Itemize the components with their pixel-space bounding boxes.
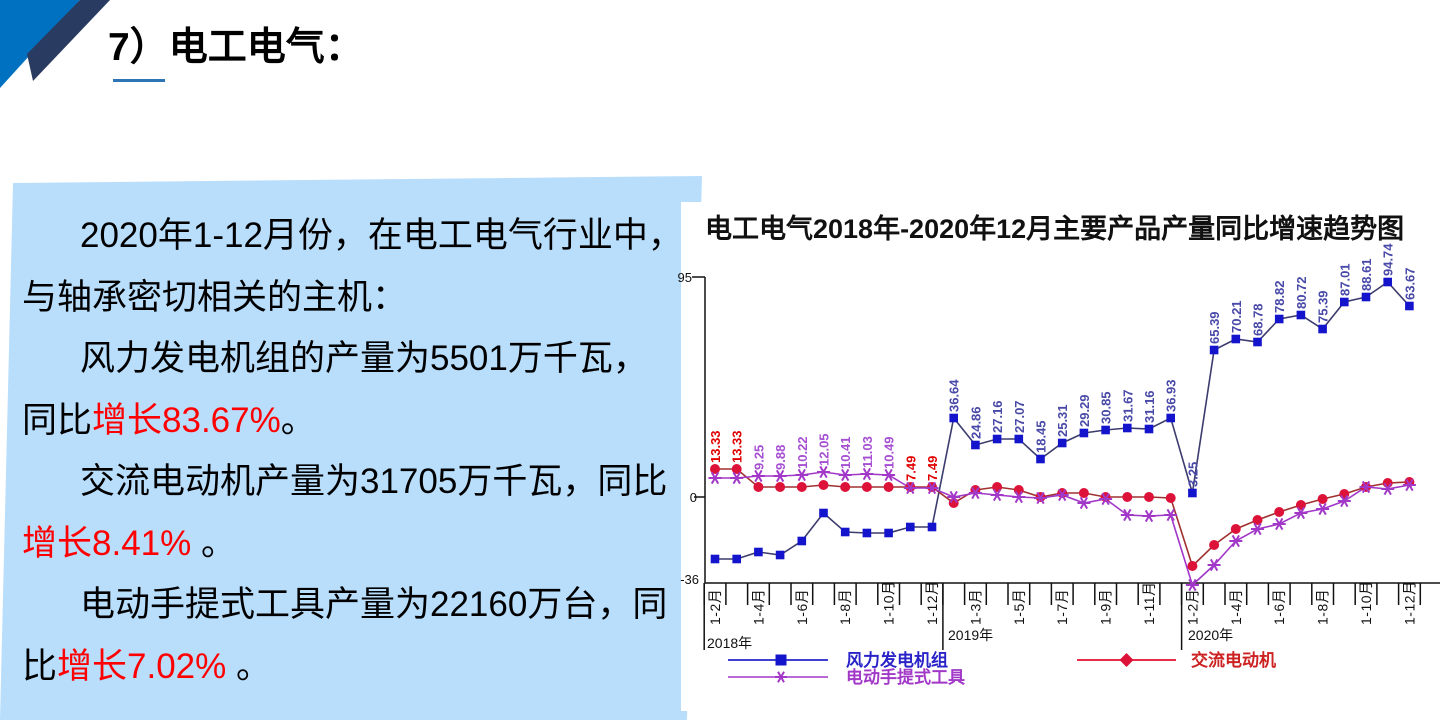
svg-text:0: 0 <box>690 490 697 505</box>
svg-text:交流电动机: 交流电动机 <box>1191 650 1276 670</box>
svg-text:1-2月: 1-2月 <box>1184 589 1200 625</box>
svg-text:风力发电机组: 风力发电机组 <box>846 650 948 670</box>
svg-text:1-8月: 1-8月 <box>837 589 853 625</box>
svg-text:10.22: 10.22 <box>795 436 810 469</box>
svg-text:70.21: 70.21 <box>1229 300 1244 333</box>
svg-text:3.25: 3.25 <box>1185 462 1200 487</box>
svg-text:9.25: 9.25 <box>751 445 766 470</box>
svg-text:1-4月: 1-4月 <box>1228 589 1244 625</box>
svg-text:9.88: 9.88 <box>773 445 788 470</box>
svg-text:1-11月: 1-11月 <box>1141 582 1157 625</box>
svg-text:10.41: 10.41 <box>838 436 853 469</box>
svg-text:29.29: 29.29 <box>1077 394 1092 427</box>
svg-text:31.67: 31.67 <box>1120 389 1135 422</box>
svg-text:1-7月: 1-7月 <box>1054 589 1070 625</box>
svg-text:7.49: 7.49 <box>903 456 918 481</box>
svg-text:30.85: 30.85 <box>1099 391 1114 424</box>
svg-text:63.67: 63.67 <box>1402 267 1417 300</box>
svg-text:27.16: 27.16 <box>990 400 1005 433</box>
svg-text:75.39: 75.39 <box>1316 290 1331 323</box>
svg-text:1-3月: 1-3月 <box>967 589 983 625</box>
svg-text:11.03: 11.03 <box>860 436 875 468</box>
svg-text:1-10月: 1-10月 <box>1358 580 1374 625</box>
svg-text:1-5月: 1-5月 <box>1011 589 1027 625</box>
svg-text:2018年: 2018年 <box>707 635 752 651</box>
svg-text:95: 95 <box>678 270 692 285</box>
svg-text:13.33: 13.33 <box>730 430 745 463</box>
svg-text:24.86: 24.86 <box>968 406 983 439</box>
svg-text:18.45: 18.45 <box>1034 420 1049 453</box>
svg-text:1-8月: 1-8月 <box>1315 589 1331 625</box>
svg-text:电动手提式工具: 电动手提式工具 <box>846 667 965 687</box>
svg-text:10.49: 10.49 <box>882 436 897 469</box>
svg-text:7.49: 7.49 <box>925 456 940 481</box>
svg-text:-36: -36 <box>680 572 699 587</box>
svg-text:31.16: 31.16 <box>1142 390 1157 423</box>
svg-text:27.07: 27.07 <box>1012 400 1027 433</box>
svg-text:88.61: 88.61 <box>1359 258 1374 291</box>
svg-text:1-9月: 1-9月 <box>1098 589 1114 625</box>
svg-text:36.93: 36.93 <box>1164 379 1179 412</box>
svg-text:1-12月: 1-12月 <box>1401 580 1417 625</box>
svg-text:87.01: 87.01 <box>1337 263 1352 296</box>
svg-text:80.72: 80.72 <box>1294 276 1309 309</box>
svg-text:2019年: 2019年 <box>948 627 993 643</box>
svg-text:1-6月: 1-6月 <box>1271 589 1287 625</box>
svg-text:1-4月: 1-4月 <box>750 589 766 625</box>
svg-text:36.64: 36.64 <box>947 379 962 412</box>
svg-text:2020年: 2020年 <box>1188 627 1233 643</box>
svg-text:1-6月: 1-6月 <box>794 589 810 625</box>
svg-text:68.78: 68.78 <box>1251 303 1266 336</box>
svg-text:1-2月: 1-2月 <box>707 589 723 625</box>
svg-text:1-10月: 1-10月 <box>881 580 897 625</box>
svg-text:25.31: 25.31 <box>1055 404 1070 437</box>
svg-text:65.39: 65.39 <box>1207 311 1222 344</box>
svg-text:电工电气2018年-2020年12月主要产品产量同比增速趋势: 电工电气2018年-2020年12月主要产品产量同比增速趋势图 <box>705 213 1404 244</box>
svg-text:1-12月: 1-12月 <box>924 580 940 625</box>
svg-text:13.33: 13.33 <box>708 430 723 463</box>
svg-text:78.82: 78.82 <box>1272 280 1287 313</box>
svg-text:12.05: 12.05 <box>817 433 832 466</box>
svg-text:94.74: 94.74 <box>1381 243 1396 276</box>
